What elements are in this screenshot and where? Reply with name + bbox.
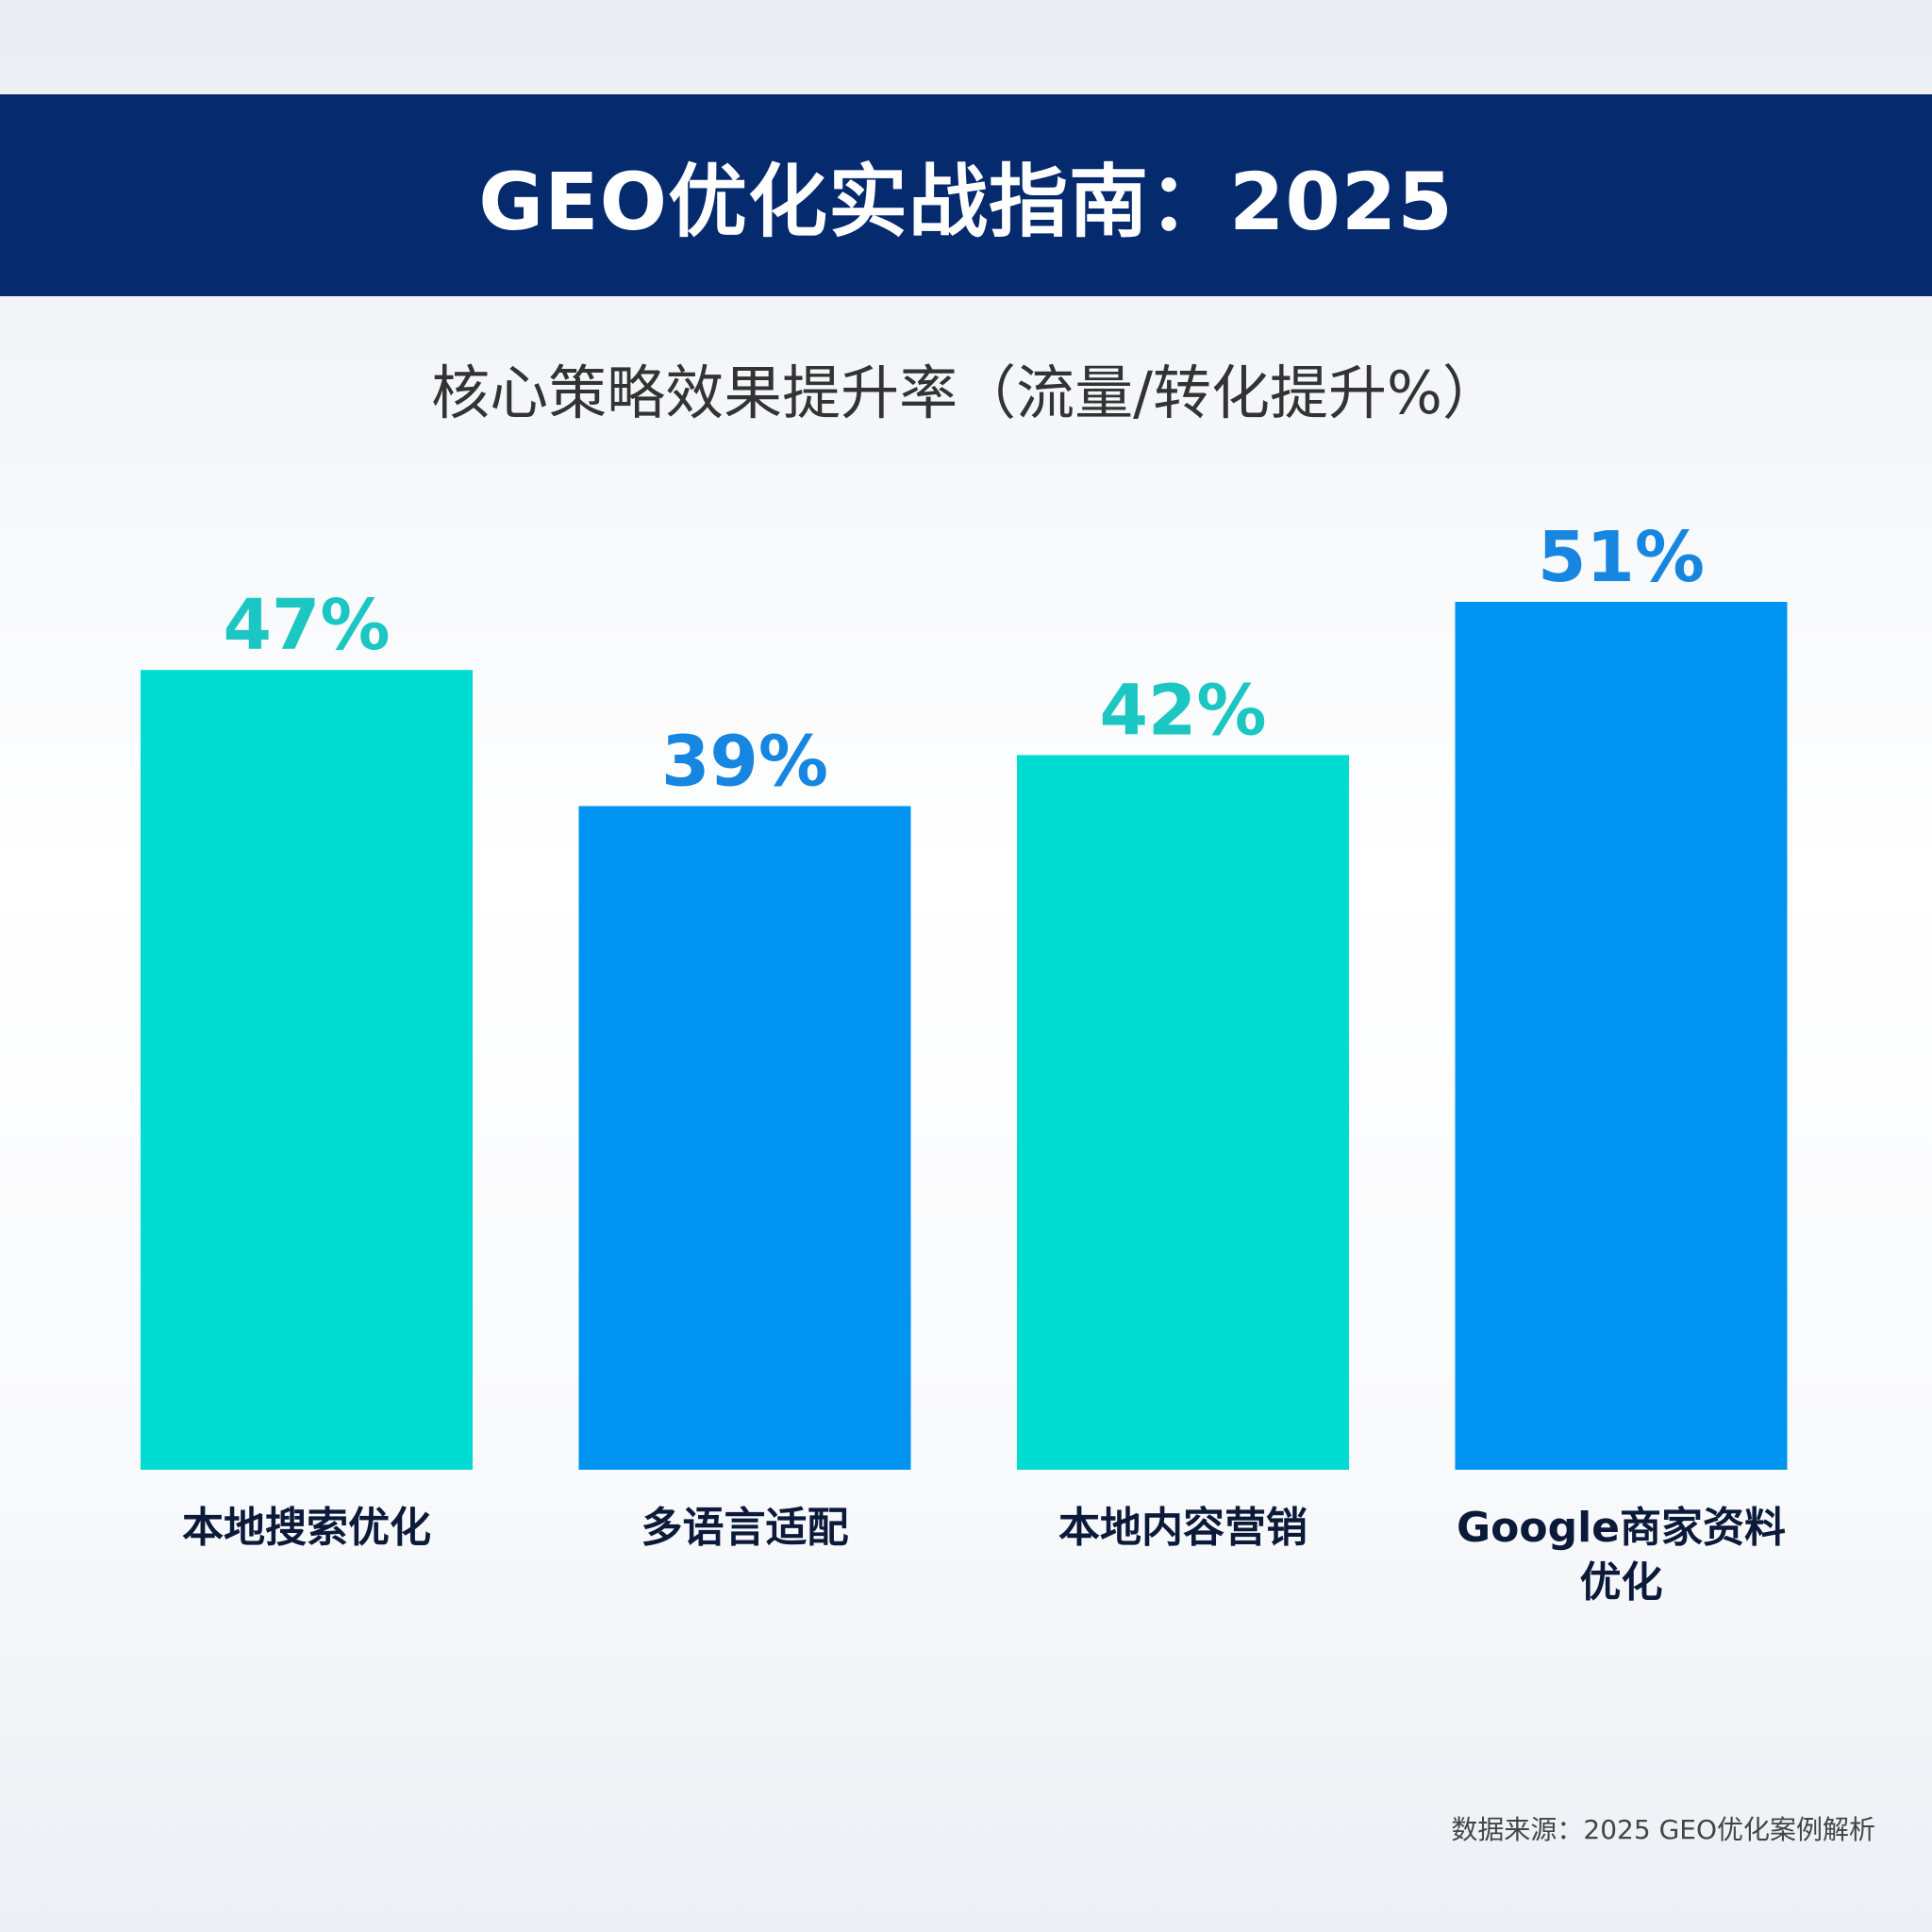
bar-2 xyxy=(578,806,911,1470)
title-bar: GEO优化实战指南：2025 xyxy=(0,94,1932,296)
value-label-4: 51% xyxy=(1538,517,1705,598)
page-title: GEO优化实战指南：2025 xyxy=(478,155,1454,248)
bar-4 xyxy=(1455,602,1788,1470)
category-label-3: 本地内容营销 xyxy=(1058,1504,1307,1552)
bar-3 xyxy=(1017,755,1349,1470)
category-label-4-line-1: Google商家资料 xyxy=(1457,1504,1786,1552)
category-label-4-line-2: 优化 xyxy=(1580,1558,1663,1607)
chart-subtitle: 核心策略效果提升率（流量/转化提升%） xyxy=(431,358,1501,427)
value-label-3: 42% xyxy=(1099,670,1266,751)
source-note: 数据来源：2025 GEO优化案例解析 xyxy=(1451,1814,1875,1845)
value-label-2: 39% xyxy=(661,721,828,802)
category-label-1: 本地搜索优化 xyxy=(182,1504,431,1552)
bar-1 xyxy=(141,670,473,1470)
value-label-1: 47% xyxy=(223,585,390,666)
category-label-2: 多语言适配 xyxy=(641,1504,849,1552)
